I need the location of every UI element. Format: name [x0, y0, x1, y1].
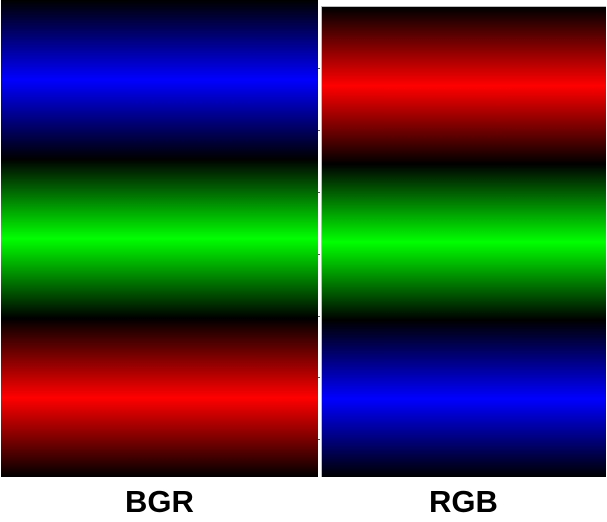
bgr-caption: BGR	[125, 484, 194, 519]
rgb-band-2	[322, 163, 606, 321]
bgr-band-2	[1, 159, 318, 318]
bgr-gradient-panel	[1, 0, 318, 477]
bgr-band-3	[1, 318, 318, 477]
divider-tick	[318, 192, 320, 193]
bgr-band-1	[1, 0, 318, 159]
divider-tick	[318, 439, 320, 440]
rgb-gradient-panel	[321, 6, 606, 478]
rgb-band-3	[322, 320, 606, 478]
divider-tick	[318, 316, 320, 317]
divider-tick	[318, 254, 320, 255]
rgb-band-1	[322, 7, 606, 164]
rgb-caption: RGB	[429, 484, 498, 519]
divider-tick	[318, 68, 320, 69]
divider-tick	[318, 377, 320, 378]
divider-tick	[318, 130, 320, 131]
